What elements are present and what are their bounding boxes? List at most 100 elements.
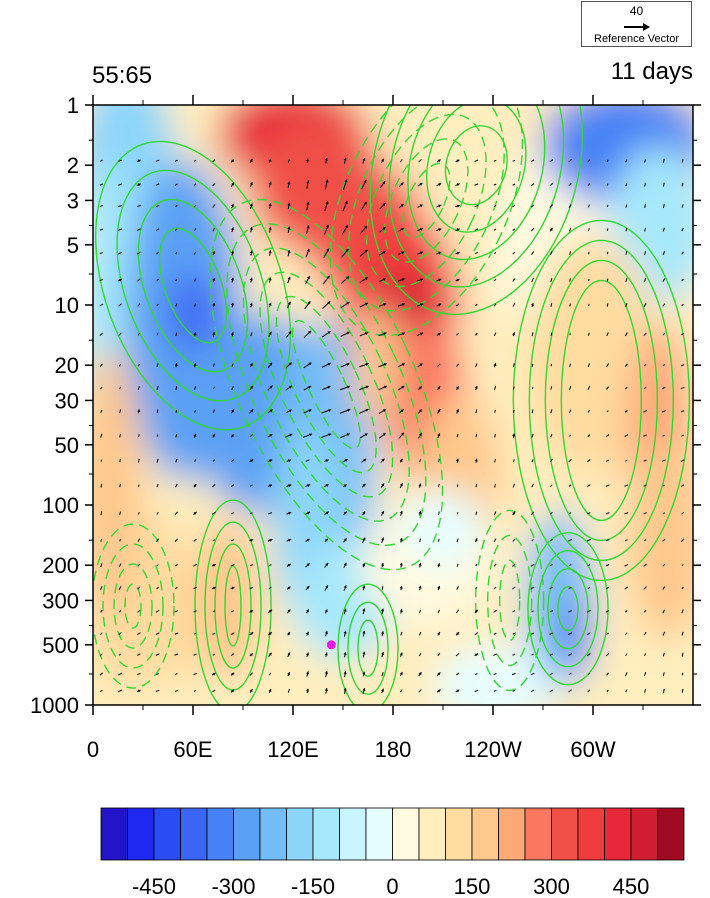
wind-vector xyxy=(437,609,440,613)
wind-vector xyxy=(662,158,665,163)
wind-vector xyxy=(400,689,403,693)
wind-vector xyxy=(512,483,516,488)
wind-vector xyxy=(397,303,405,307)
wind-vector xyxy=(438,511,440,516)
wind-vector xyxy=(605,586,610,590)
wind-vector xyxy=(605,609,610,613)
wind-vector xyxy=(212,363,215,368)
wind-vector xyxy=(606,689,609,693)
wind-vector xyxy=(287,631,291,636)
wind-vector xyxy=(625,204,628,208)
wind-vector xyxy=(680,459,685,462)
wind-vector xyxy=(137,653,141,656)
wind-vector xyxy=(587,672,590,676)
wind-vector xyxy=(211,563,216,567)
wind-vector xyxy=(474,458,478,463)
wind-vector xyxy=(212,484,216,488)
wind-vector xyxy=(286,586,291,590)
wind-vector xyxy=(100,433,103,438)
contour-neg-b-1 xyxy=(384,138,469,263)
wind-vector xyxy=(587,182,591,187)
wind-vector xyxy=(268,158,272,163)
wind-vector xyxy=(662,672,665,676)
wind-vector xyxy=(606,653,610,657)
wind-vector xyxy=(586,609,591,613)
wind-vector xyxy=(212,653,216,656)
contour-neg-a-1 xyxy=(275,295,377,474)
wind-vector xyxy=(212,227,216,232)
wind-vector xyxy=(193,483,197,488)
wind-vector xyxy=(99,183,103,186)
wind-vector xyxy=(624,586,629,590)
wind-vector xyxy=(662,251,666,256)
wind-vector xyxy=(587,228,590,232)
wind-vector xyxy=(417,251,424,255)
wind-vector xyxy=(174,563,178,567)
wind-vector xyxy=(212,632,216,635)
wind-vector xyxy=(118,563,122,568)
wind-vector xyxy=(511,672,516,676)
wind-vector xyxy=(455,631,460,636)
wind-vector xyxy=(287,671,291,677)
wind-vector xyxy=(286,459,292,463)
wind-vector xyxy=(156,363,159,367)
wind-vector xyxy=(137,409,141,414)
wind-vector xyxy=(493,159,497,162)
wind-vector xyxy=(605,484,610,487)
wind-vector xyxy=(512,689,516,692)
wind-vector xyxy=(530,689,535,693)
wind-vector xyxy=(231,386,234,390)
wind-vector xyxy=(605,434,610,438)
wind-vector xyxy=(624,363,628,367)
wind-vector xyxy=(512,433,516,438)
wind-vector xyxy=(136,183,141,187)
wind-vector xyxy=(624,484,629,487)
wind-vector xyxy=(587,332,590,336)
wind-vector xyxy=(306,201,310,211)
y-tick-label: 500 xyxy=(42,633,79,658)
wind-vector xyxy=(681,182,684,187)
wind-vector xyxy=(324,688,328,694)
wind-vector xyxy=(303,385,312,391)
wind-vector xyxy=(417,204,423,208)
wind-vector xyxy=(568,564,572,567)
wind-vector xyxy=(381,672,384,677)
wind-vector xyxy=(287,652,291,658)
wind-vector xyxy=(306,180,310,189)
wind-vector xyxy=(625,672,628,676)
wind-vector xyxy=(268,512,273,515)
wind-vector xyxy=(231,302,235,308)
wind-vector xyxy=(549,653,553,656)
wind-vector xyxy=(322,300,331,310)
wind-vector xyxy=(137,538,141,542)
contour-pos-b-2 xyxy=(116,169,270,402)
wind-vector xyxy=(249,226,253,233)
field-blob-29 xyxy=(93,345,143,626)
wind-vector xyxy=(494,433,496,438)
wind-vector xyxy=(268,250,272,256)
wind-vector xyxy=(644,204,646,209)
wind-vector xyxy=(99,205,103,208)
contour-pos-c-0 xyxy=(224,565,242,647)
wind-vector xyxy=(681,278,684,282)
wind-vector xyxy=(643,484,647,487)
wind-vector xyxy=(156,278,159,282)
wind-vector xyxy=(100,409,103,413)
wind-vector xyxy=(156,538,160,543)
wind-vector xyxy=(624,332,628,337)
wind-vector xyxy=(681,564,684,567)
wind-vector xyxy=(175,385,178,391)
wind-vector xyxy=(136,632,141,636)
wind-vector xyxy=(643,631,647,636)
y-tick-label: 5 xyxy=(67,233,79,258)
wind-vector xyxy=(137,363,140,367)
wind-vector xyxy=(324,179,329,190)
wind-vector xyxy=(644,158,646,163)
contour-neg-c-0 xyxy=(124,583,142,629)
wind-vector xyxy=(175,409,178,413)
wind-vector xyxy=(531,433,534,438)
wind-vector xyxy=(438,538,440,542)
wind-vector xyxy=(493,278,497,282)
field-blob-3 xyxy=(169,273,217,354)
wind-vector xyxy=(436,159,441,163)
